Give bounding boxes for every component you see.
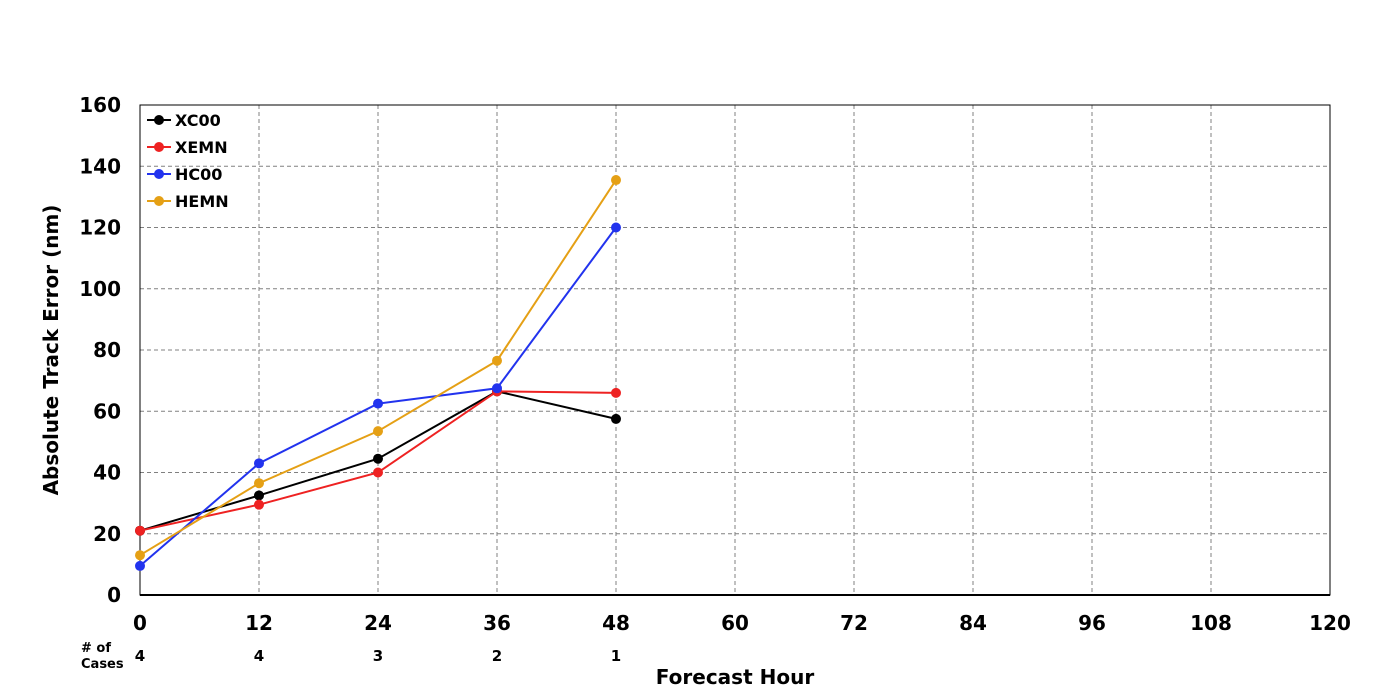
series-hemn	[135, 175, 621, 561]
legend: XC00 XEMN HC00 HEMN	[147, 111, 229, 211]
legend-marker-xc00	[154, 115, 164, 125]
data-point-xemn	[611, 387, 621, 398]
y-tick-label: 0	[107, 583, 121, 607]
legend-marker-hemn	[154, 196, 164, 206]
cases-value: 4	[135, 647, 145, 665]
x-tick-label: 48	[602, 611, 630, 635]
cases-value: 4	[254, 647, 264, 665]
y-tick-label: 140	[79, 154, 121, 178]
cases-value: 2	[492, 647, 502, 665]
x-axis-title: Forecast Hour	[656, 665, 815, 689]
cases-label-line1: # of	[81, 641, 111, 656]
legend-marker-xemn	[154, 142, 164, 152]
data-point-xemn	[135, 525, 145, 536]
cases-value: 3	[373, 647, 383, 665]
legend-entry-hc00: HC00	[147, 165, 222, 184]
y-axis-title: Absolute Track Error (nm)	[39, 205, 63, 496]
data-point-hc00	[135, 560, 145, 571]
data-series	[135, 175, 621, 571]
series-hc00	[135, 222, 621, 571]
legend-label-xemn: XEMN	[175, 138, 228, 157]
data-point-hc00	[492, 383, 502, 394]
data-point-xemn	[254, 499, 264, 510]
legend-entry-xemn: XEMN	[147, 138, 228, 157]
x-tick-label: 60	[721, 611, 749, 635]
data-point-xc00	[373, 453, 383, 464]
x-tick-label: 12	[245, 611, 273, 635]
x-tick-label: 96	[1078, 611, 1106, 635]
y-tick-label: 120	[79, 216, 121, 240]
cases-value: 1	[611, 647, 621, 665]
data-point-hemn	[254, 478, 264, 489]
cases-values: 4 4 3 2 1	[135, 647, 621, 665]
x-tick-label: 0	[133, 611, 147, 635]
y-tick-labels: 0 20 40 60 80 100 120 140 160	[79, 93, 121, 607]
data-point-hemn	[135, 550, 145, 561]
y-tick-label: 80	[93, 338, 121, 362]
y-tick-label: 20	[93, 522, 121, 546]
x-tick-label: 84	[959, 611, 987, 635]
x-tick-label: 36	[483, 611, 511, 635]
legend-entry-hemn: HEMN	[147, 192, 229, 211]
x-tick-label: 72	[840, 611, 868, 635]
data-point-hc00	[254, 458, 264, 469]
data-point-hemn	[611, 175, 621, 186]
y-tick-label: 40	[93, 461, 121, 485]
data-point-xc00	[254, 490, 264, 501]
y-tick-label: 60	[93, 399, 121, 423]
x-tick-label: 120	[1309, 611, 1351, 635]
data-point-hc00	[373, 398, 383, 409]
grid-lines	[140, 105, 1330, 595]
legend-label-hc00: HC00	[175, 165, 222, 184]
x-tick-labels: 0 12 24 36 48 60 72 84 96 108 120	[133, 611, 1351, 635]
y-tick-label: 100	[79, 277, 121, 301]
data-point-xemn	[373, 467, 383, 478]
legend-label-hemn: HEMN	[175, 192, 229, 211]
x-tick-label: 108	[1190, 611, 1232, 635]
cases-label-line2: Cases	[81, 657, 124, 672]
data-point-hemn	[373, 426, 383, 437]
x-tick-label: 24	[364, 611, 392, 635]
legend-entry-xc00: XC00	[147, 111, 221, 130]
legend-marker-hc00	[154, 169, 164, 179]
data-point-xc00	[611, 413, 621, 424]
y-tick-label: 160	[79, 93, 121, 117]
data-point-hc00	[611, 222, 621, 233]
data-point-hemn	[492, 355, 502, 366]
legend-label-xc00: XC00	[175, 111, 221, 130]
